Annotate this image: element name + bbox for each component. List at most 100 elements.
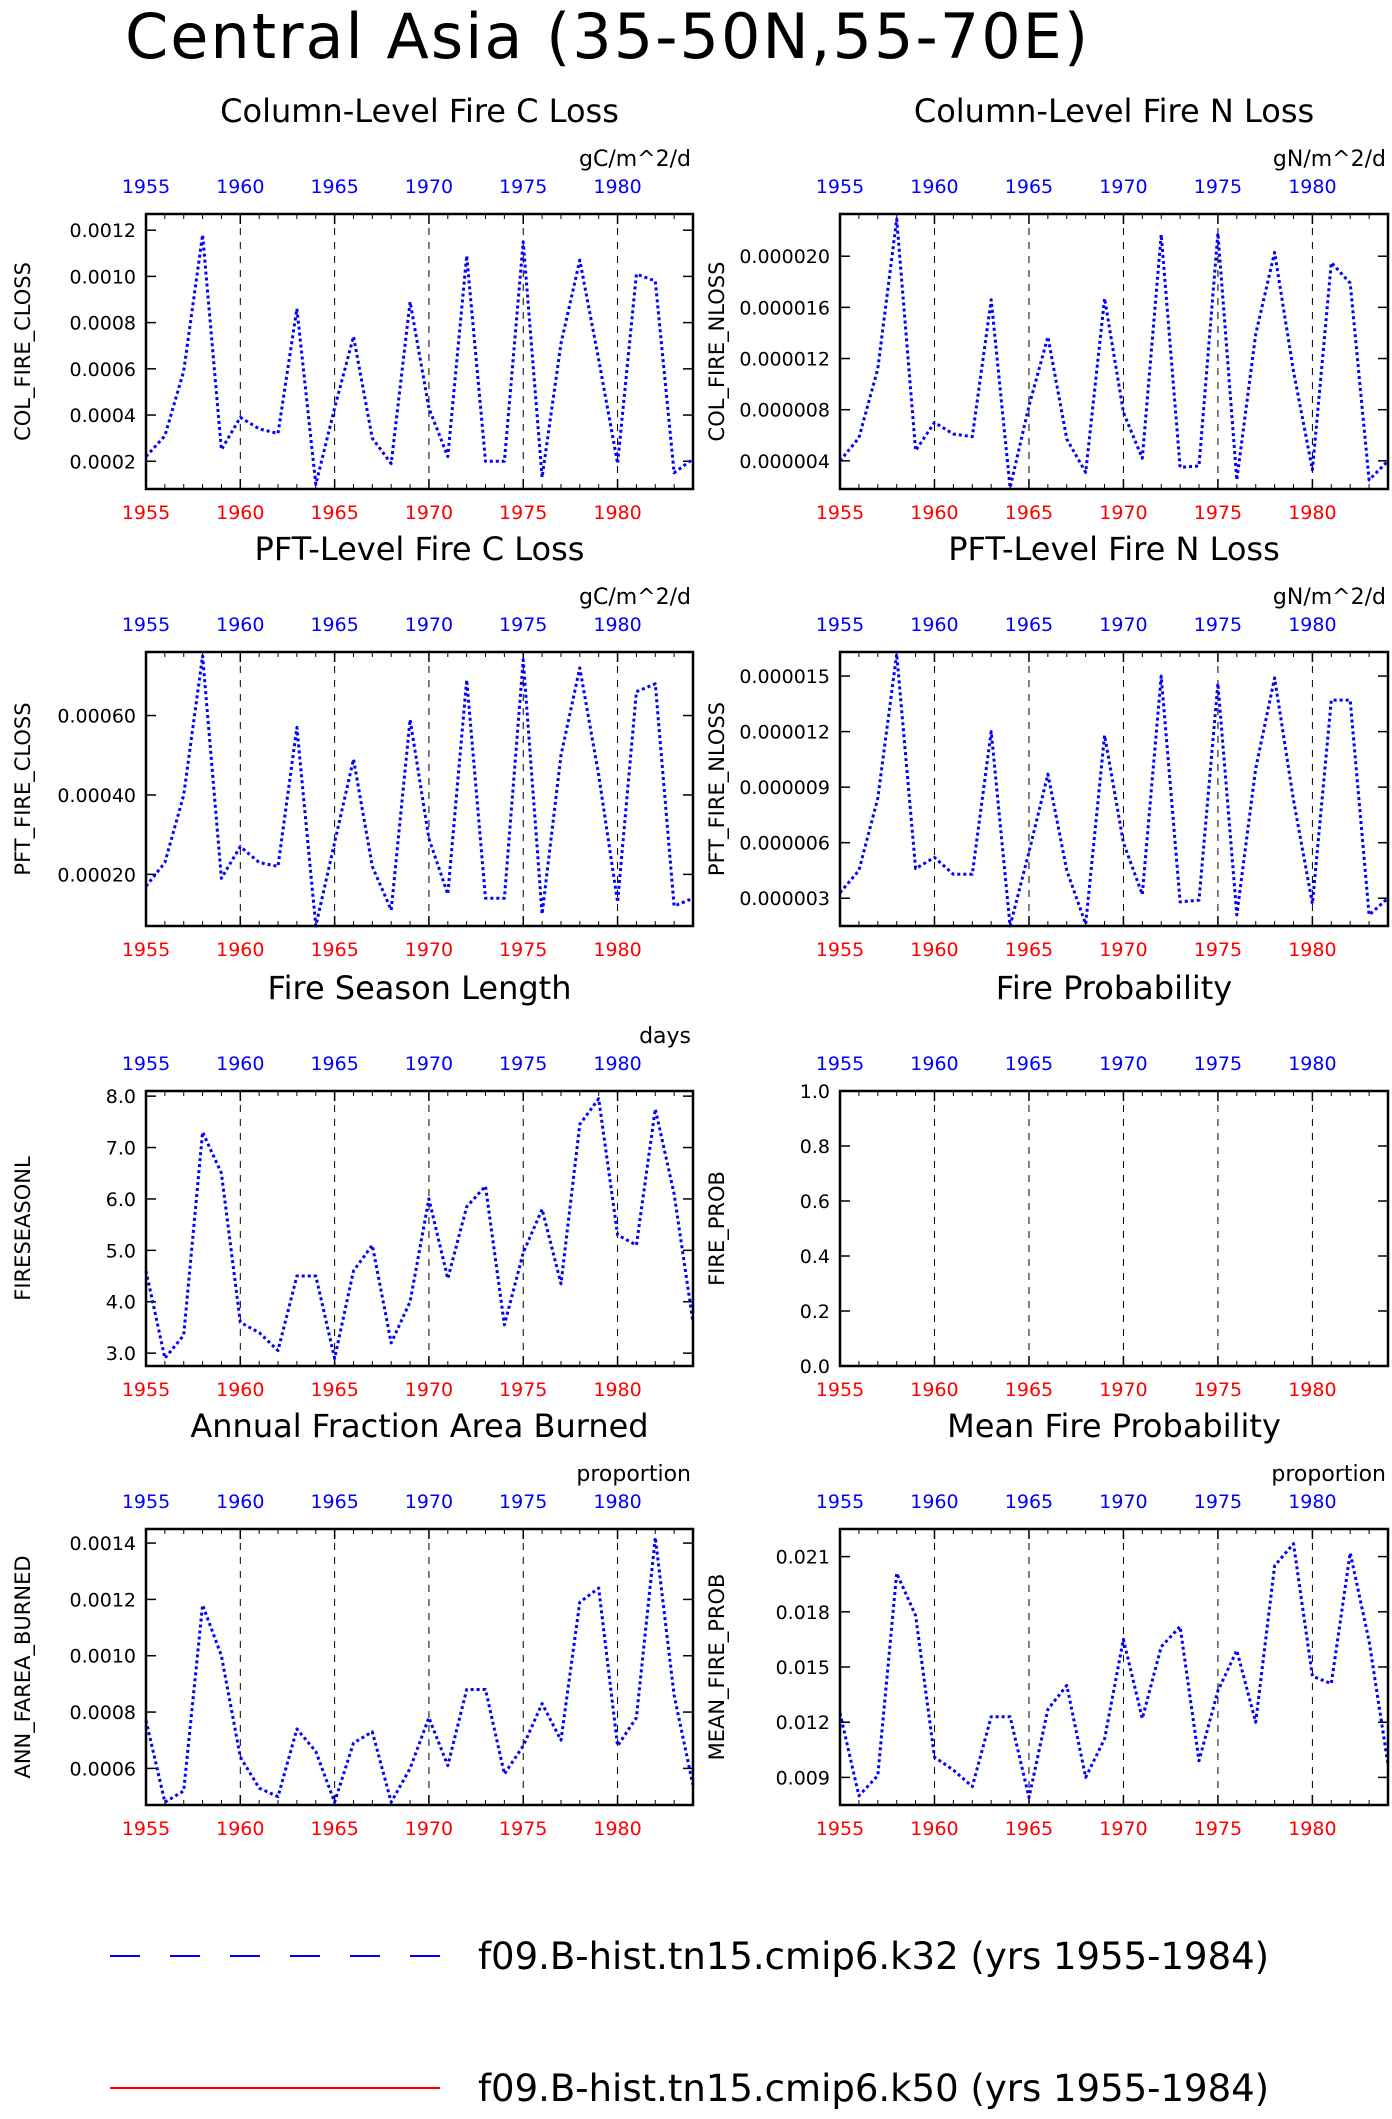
y-axis-label: FIRESEASONL: [11, 1156, 35, 1301]
x-tick-label-bottom: 1960: [216, 1818, 264, 1840]
x-tick-label-top: 1975: [499, 1491, 547, 1513]
y-tick-label: 0.00060: [57, 706, 136, 728]
x-tick-label-bottom: 1980: [1288, 939, 1336, 961]
x-tick-label-top: 1960: [910, 1491, 958, 1513]
chart-units: proportion: [576, 1462, 691, 1487]
x-tick-label-top: 1965: [1005, 614, 1053, 636]
x-tick-label-top: 1980: [593, 176, 641, 198]
x-tick-label-top: 1970: [405, 1491, 453, 1513]
x-tick-label-bottom: 1960: [910, 939, 958, 961]
x-tick-label-bottom: 1975: [1194, 1818, 1242, 1840]
legend-label-1: f09.B-hist.tn15.cmip6.k32 (yrs 1955-1984…: [478, 1935, 1269, 1978]
chart-title: PFT-Level Fire C Loss: [255, 530, 585, 568]
x-tick-label-top: 1980: [1288, 614, 1336, 636]
x-tick-label-bottom: 1955: [122, 502, 170, 524]
x-tick-label-bottom: 1965: [1005, 1379, 1053, 1401]
y-tick-label: 7.0: [106, 1138, 136, 1160]
y-tick-label: 0.6: [800, 1191, 830, 1213]
y-tick-label: 0.012: [776, 1712, 830, 1734]
x-tick-label-bottom: 1955: [816, 502, 864, 524]
x-tick-label-bottom: 1980: [1288, 502, 1336, 524]
legend-label-2: f09.B-hist.tn15.cmip6.k50 (yrs 1955-1984…: [478, 2067, 1269, 2110]
x-tick-label-bottom: 1970: [405, 502, 453, 524]
y-tick-label: 0.009: [776, 1767, 830, 1789]
chart-units: gC/m^2/d: [579, 585, 691, 610]
y-tick-label: 0.000015: [739, 666, 830, 688]
x-tick-label-bottom: 1960: [216, 939, 264, 961]
x-tick-label-bottom: 1980: [593, 502, 641, 524]
x-tick-label-top: 1970: [405, 614, 453, 636]
y-tick-label: 6.0: [106, 1189, 136, 1211]
x-tick-label-top: 1970: [1099, 614, 1147, 636]
x-tick-label-top: 1965: [310, 176, 358, 198]
x-tick-label-top: 1970: [405, 176, 453, 198]
x-tick-label-bottom: 1965: [310, 1379, 358, 1401]
x-tick-label-bottom: 1975: [499, 502, 547, 524]
y-tick-label: 0.018: [776, 1602, 830, 1624]
y-tick-label: 0.0012: [70, 220, 136, 242]
chart-units: gN/m^2/d: [1273, 585, 1386, 610]
chart-units: days: [639, 1024, 691, 1049]
x-tick-label-top: 1955: [816, 176, 864, 198]
y-axis-label: COL_FIRE_CLOSS: [11, 262, 36, 441]
x-tick-label-bottom: 1975: [1194, 1379, 1242, 1401]
chart-panel-4: PFT-Level Fire N Loss gN/m^2/d 1955 1955 196…: [705, 530, 1390, 961]
x-tick-label-top: 1955: [816, 1053, 864, 1075]
x-tick-label-bottom: 1980: [1288, 1818, 1336, 1840]
chart-title: Fire Probability: [996, 969, 1232, 1007]
chart-title: Column-Level Fire N Loss: [914, 92, 1314, 130]
y-tick-label: 0.0010: [70, 1646, 136, 1668]
x-tick-label-top: 1960: [216, 614, 264, 636]
x-tick-label-top: 1965: [310, 1491, 358, 1513]
chart-title: Mean Fire Probability: [947, 1407, 1281, 1445]
x-tick-label-bottom: 1965: [310, 502, 358, 524]
y-tick-label: 0.000009: [739, 777, 830, 799]
x-tick-label-top: 1960: [216, 1053, 264, 1075]
plot-frame: [838, 1527, 1390, 1807]
y-tick-label: 0.00020: [57, 864, 136, 886]
x-tick-label-top: 1960: [910, 1053, 958, 1075]
y-tick-label: 5.0: [106, 1240, 136, 1262]
x-tick-label-bottom: 1965: [1005, 502, 1053, 524]
x-tick-label-top: 1980: [593, 1491, 641, 1513]
chart-units: proportion: [1271, 1462, 1386, 1487]
y-axis-label: PFT_FIRE_NLOSS: [705, 702, 730, 876]
y-axis-label: COL_FIRE_NLOSS: [705, 262, 730, 442]
x-tick-label-bottom: 1970: [405, 1379, 453, 1401]
x-tick-label-top: 1975: [1194, 1053, 1242, 1075]
x-tick-label-bottom: 1970: [1099, 1379, 1147, 1401]
series-line-1: [838, 217, 1390, 490]
plot-frame: [144, 212, 695, 491]
y-tick-label: 0.000012: [739, 349, 830, 371]
x-tick-label-top: 1970: [1099, 1491, 1147, 1513]
plot-frame: [144, 1527, 695, 1807]
x-tick-label-top: 1975: [499, 614, 547, 636]
y-tick-label: 1.0: [800, 1081, 830, 1103]
x-tick-label-top: 1960: [216, 176, 264, 198]
chart-panel-2: Column-Level Fire N Loss gN/m^2/d 1955 1955…: [705, 92, 1390, 524]
y-tick-label: 0.2: [800, 1301, 830, 1323]
y-tick-label: 0.0002: [70, 451, 136, 473]
x-tick-label-bottom: 1965: [310, 1818, 358, 1840]
x-tick-label-bottom: 1960: [910, 1379, 958, 1401]
x-tick-label-top: 1975: [1194, 1491, 1242, 1513]
chart-panel-1: Column-Level Fire C Loss gC/m^2/d 1955 1955…: [11, 92, 695, 524]
x-tick-label-bottom: 1980: [593, 939, 641, 961]
y-tick-label: 0.0012: [70, 1589, 136, 1611]
x-tick-label-bottom: 1980: [593, 1818, 641, 1840]
y-tick-label: 0.000008: [739, 400, 830, 422]
x-tick-label-top: 1980: [593, 614, 641, 636]
y-tick-label: 0.0: [800, 1356, 830, 1378]
y-axis-label: MEAN_FIRE_PROB: [705, 1574, 730, 1761]
x-tick-label-bottom: 1970: [1099, 939, 1147, 961]
y-tick-label: 4.0: [106, 1292, 136, 1314]
x-tick-label-bottom: 1960: [216, 1379, 264, 1401]
x-tick-label-bottom: 1970: [405, 939, 453, 961]
x-tick-label-top: 1960: [910, 614, 958, 636]
x-tick-label-top: 1955: [816, 1491, 864, 1513]
y-axis-label: FIRE_PROB: [705, 1171, 730, 1286]
y-tick-label: 0.0004: [70, 405, 136, 427]
x-tick-label-top: 1955: [122, 1491, 170, 1513]
